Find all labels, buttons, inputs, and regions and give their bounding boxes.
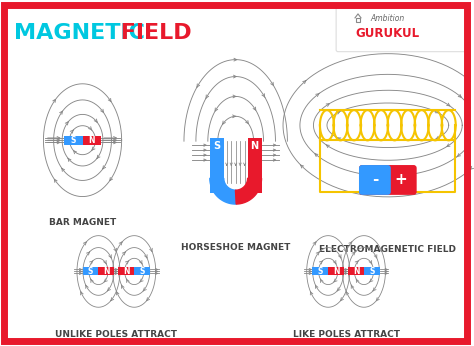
Text: S: S [139,267,145,276]
Text: S: S [318,267,323,276]
Bar [99,267,114,275]
Text: UNLIKE POLES ATTRACT: UNLIKE POLES ATTRACT [55,330,177,339]
Text: S: S [71,136,76,145]
Bar [118,267,134,275]
Polygon shape [210,178,236,204]
Text: MAGNETIC: MAGNETIC [14,23,145,43]
Text: LIKE POLES ATTRACT: LIKE POLES ATTRACT [292,330,400,339]
Text: N: N [251,141,259,151]
Text: S: S [369,267,374,276]
Text: N: N [89,136,95,145]
Text: S: S [213,141,220,151]
Bar [134,267,150,275]
Text: ELECTROMAGENETIC FIELD: ELECTROMAGENETIC FIELD [319,245,456,254]
Bar [328,267,344,275]
FancyBboxPatch shape [336,4,465,52]
Text: Ambition: Ambition [371,15,405,24]
Text: -: - [372,172,378,188]
Polygon shape [236,178,262,204]
Text: N: N [123,267,129,276]
Bar [64,136,82,145]
FancyBboxPatch shape [359,165,417,195]
Bar [247,138,262,193]
Bar [210,138,224,193]
Text: BAR MAGNET: BAR MAGNET [49,218,116,227]
FancyBboxPatch shape [359,165,391,195]
Bar [356,18,360,22]
Text: +: + [394,172,407,188]
Text: FIELD: FIELD [113,23,192,43]
Bar [312,267,328,275]
Text: S: S [88,267,93,276]
Bar [348,267,364,275]
Text: N: N [103,267,109,276]
Bar [82,267,99,275]
Text: HORSESHOE MAGNET: HORSESHOE MAGNET [181,243,291,252]
Bar [364,267,380,275]
Text: N: N [353,267,359,276]
Text: GURUKUL: GURUKUL [356,27,420,40]
Text: N: N [333,267,339,276]
Bar [82,136,101,145]
